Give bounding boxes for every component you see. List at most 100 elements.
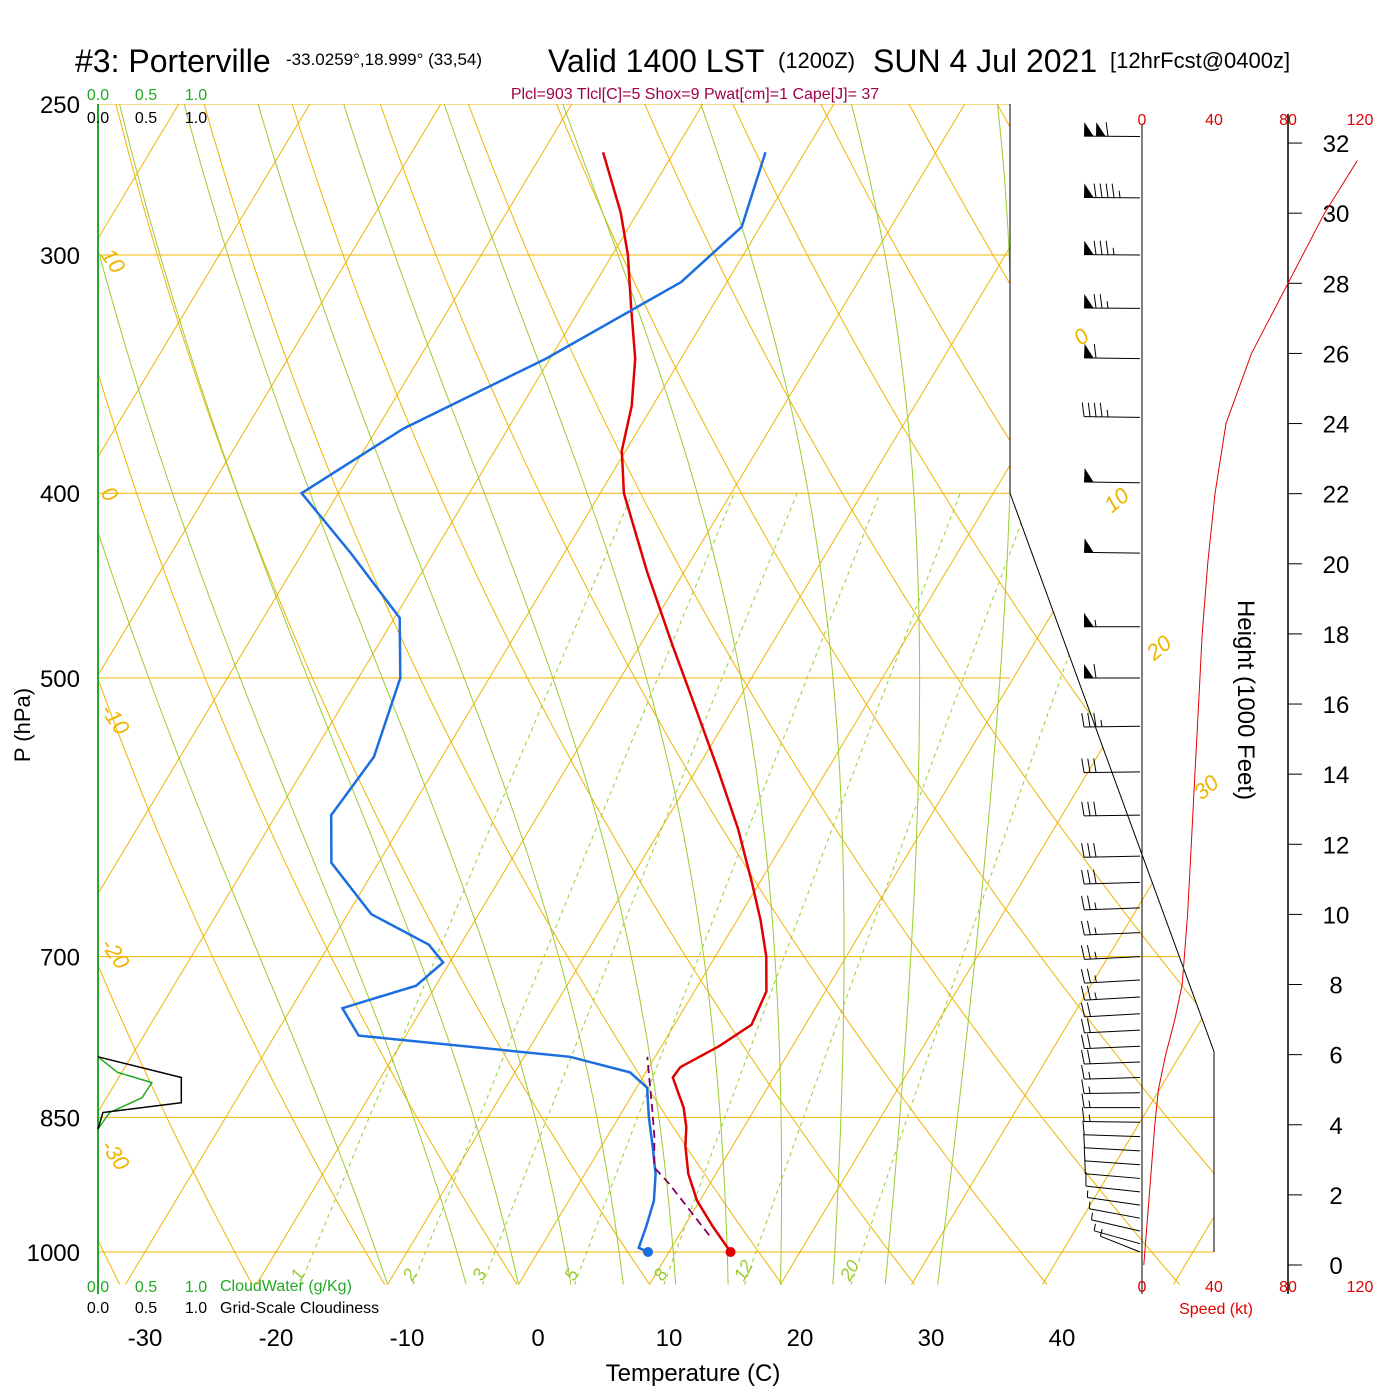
dry-adiabat [1152,104,1214,1285]
surface-temperature-dot [725,1247,736,1257]
barb-full [1083,1146,1086,1161]
barb-staff [1084,956,1141,960]
wind-barb [1086,1190,1141,1206]
cloudwater-scale-top: 0.0 [87,87,109,104]
wind-barb [1084,538,1141,554]
barb-full [1105,122,1109,137]
barb-staff [1084,881,1141,885]
wind-barb [1081,1064,1141,1080]
isotherm-label: 0 [1069,323,1095,351]
barb-full [1080,1018,1085,1034]
barb-full [1093,758,1097,773]
speed-tick-top: 40 [1205,112,1223,129]
temperature-line [601,151,768,1253]
cloud-panel: 0.0 0.0 0.0 0.0 0.5 0.5 0.5 0.5 1.0 1.0 1.0 1.0 [87,87,207,1317]
barb-full [1099,240,1103,255]
barb-full [1099,294,1103,309]
wind-barb [1082,1120,1141,1138]
wind-barb [1080,968,1141,984]
wind-barb [1093,1223,1141,1245]
isotherm-label: 10 [1099,482,1134,517]
height-tick-label: 28 [1323,271,1350,298]
barb-full [1087,712,1091,728]
isotherm-label: 0 [96,482,124,507]
barb-staff [1084,481,1141,484]
barb-full [1081,1093,1085,1108]
dry-adiabat [803,104,1214,1285]
barb-full [1093,663,1097,679]
barb-half [1112,247,1115,255]
barb-full [1099,402,1103,417]
barb-full [1087,843,1091,858]
dry-adiabat [107,104,651,1285]
wind-barbs [1080,122,1141,1253]
pressure-tick-label: 250 [40,92,80,119]
moist-adiabat [119,104,519,1285]
barb-pennant [1084,664,1094,678]
barb-full [1081,1049,1085,1065]
barb-staff [1084,1147,1141,1152]
barb-full [1093,801,1097,816]
wind-barb [1084,343,1141,360]
barb-half [1094,619,1097,627]
barb-staff [1084,1045,1141,1050]
barb-pennant [1084,122,1094,137]
wind-barb [1084,240,1141,256]
barb-staff [1091,1219,1141,1232]
cloudiness-scale-bottom: 0.0 [87,1300,109,1317]
barb-half [1106,301,1109,309]
wind-barb [1084,468,1141,484]
cloudiness-line [97,1056,183,1130]
wind-barb [1081,1107,1141,1123]
dry-adiabat [542,104,1214,1285]
speed-tick-top: 120 [1347,112,1374,129]
wind-barb [1084,294,1141,309]
dry-adiabat [98,104,253,1285]
title-valid: Valid 1400 LST [548,43,764,79]
height-tick-label: 30 [1323,201,1350,228]
cloudiness-scale-top: 1.0 [185,110,207,127]
barb-full [1087,758,1091,773]
height-tick-label: 12 [1323,832,1350,859]
wind-barb [1084,122,1141,137]
speed-tick-bottom: 0 [1138,1279,1147,1296]
barb-staff [1084,1077,1141,1080]
wind-barb [1084,612,1140,628]
wind-barb [1084,1159,1141,1179]
wind-barb [1088,1201,1141,1219]
y-axis-title: P (hPa) [10,688,35,762]
wind-barb [1081,1093,1140,1109]
isotherm-line [387,104,1117,1285]
moist-adiabat [98,104,388,1285]
barb-full [1087,402,1091,417]
barb-staff [1084,771,1141,774]
barb-full [1086,944,1091,960]
barb-staff [1089,1208,1141,1219]
x-tick-label: 20 [787,1325,814,1352]
barb-full [1081,843,1085,858]
dry-adiabat [716,104,1214,1285]
x-tick-label: -20 [259,1325,294,1352]
isotherm-line [1305,70,1400,1284]
barb-staff [1084,725,1141,728]
barb-full [1093,343,1097,359]
isotherm-label: 10 [96,244,131,279]
barb-half [1094,902,1097,910]
cloudiness-scale-top: 0.0 [87,110,109,127]
barb-staff [1087,1196,1141,1206]
x-tick-label: 10 [656,1325,683,1352]
barb-full [1099,183,1103,198]
wind-barb [1091,1212,1141,1232]
barb-staff [1084,1160,1141,1166]
height-tick-label: 4 [1329,1113,1342,1140]
isotherm-label: -30 [96,1135,135,1176]
barb-full [1080,945,1085,960]
isotherm-line [98,104,593,1285]
height-tick-label: 22 [1323,482,1350,509]
wind-barb [1080,920,1141,936]
wind-barb [1081,1049,1141,1065]
dry-adiabat [368,104,1048,1285]
height-tick-label: 8 [1329,973,1342,1000]
dry-adiabat [455,104,1180,1285]
